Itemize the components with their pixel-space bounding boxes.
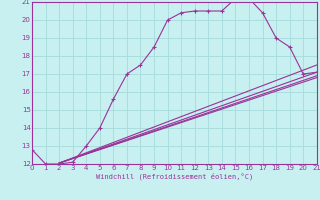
- X-axis label: Windchill (Refroidissement éolien,°C): Windchill (Refroidissement éolien,°C): [96, 173, 253, 180]
